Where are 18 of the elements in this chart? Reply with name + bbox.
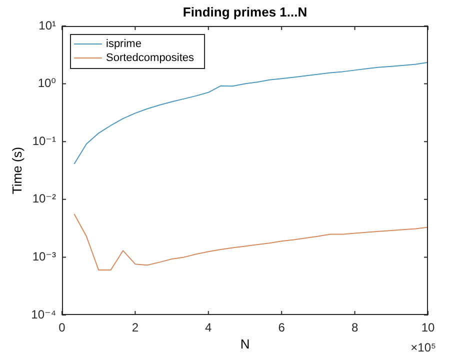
y-tick-label: 10⁻³ bbox=[32, 250, 56, 264]
x-tick-label: 0 bbox=[58, 320, 66, 335]
chart-title: Finding primes 1...N bbox=[182, 4, 308, 20]
text: ×10⁵ bbox=[410, 340, 436, 354]
x-tick-label: 10 bbox=[421, 320, 435, 335]
x-tick-label: 6 bbox=[278, 320, 286, 335]
legend-label: isprime bbox=[106, 38, 142, 50]
legend-label: Sortedcomposites bbox=[106, 52, 195, 64]
x-tick-label: 2 bbox=[132, 320, 139, 335]
y-tick-label: 10¹ bbox=[38, 18, 56, 32]
x-tick-label: 8 bbox=[351, 320, 358, 335]
x-tick-label: 4 bbox=[205, 320, 212, 335]
y-tick-label: 10⁻¹ bbox=[32, 134, 56, 148]
y-axis-title: Time (s) bbox=[10, 146, 25, 194]
y-tick-label: 10⁰ bbox=[38, 76, 56, 90]
y-tick-label: 10⁻⁴ bbox=[31, 307, 56, 322]
y-tick-label: 10⁻² bbox=[32, 192, 56, 206]
x-axis-title: N bbox=[240, 336, 250, 352]
